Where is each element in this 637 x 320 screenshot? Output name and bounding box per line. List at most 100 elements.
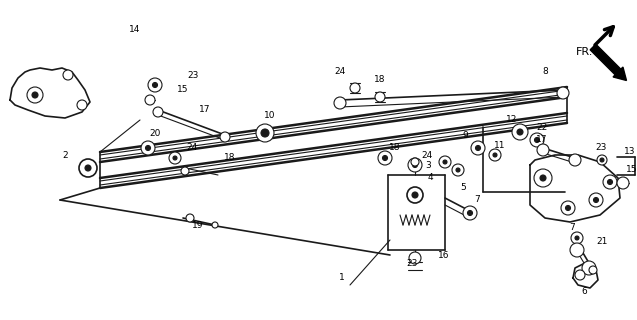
Text: 9: 9 [462,131,468,140]
Circle shape [512,124,528,140]
Text: 17: 17 [199,106,211,115]
Text: 2: 2 [62,150,68,159]
Text: 7: 7 [474,196,480,204]
Circle shape [152,83,157,87]
Circle shape [468,211,473,215]
Text: 24: 24 [187,143,197,153]
Text: 23: 23 [187,70,199,79]
Text: 16: 16 [438,252,450,260]
Circle shape [594,197,599,203]
Circle shape [561,201,575,215]
Text: 24: 24 [421,150,433,159]
Text: 18: 18 [389,143,401,153]
FancyArrow shape [590,44,626,81]
Circle shape [27,87,43,103]
Circle shape [570,243,584,257]
Circle shape [589,266,597,274]
Circle shape [334,97,346,109]
Circle shape [32,92,38,98]
Text: 14: 14 [129,26,141,35]
Circle shape [407,187,423,203]
Circle shape [375,92,385,102]
Circle shape [148,78,162,92]
Circle shape [408,158,422,172]
Circle shape [517,129,523,135]
Text: 15: 15 [626,165,637,174]
Text: 3: 3 [425,161,431,170]
Circle shape [145,146,150,150]
Circle shape [382,156,387,161]
Circle shape [413,163,417,167]
Circle shape [145,95,155,105]
Text: 19: 19 [192,221,204,230]
Circle shape [378,151,392,165]
Text: 4: 4 [427,173,433,182]
Text: 23: 23 [406,259,418,268]
Text: 1: 1 [339,274,345,283]
Text: 10: 10 [264,110,276,119]
Circle shape [212,222,218,228]
Circle shape [173,156,177,160]
Circle shape [463,206,477,220]
Circle shape [534,169,552,187]
Text: 21: 21 [596,237,608,246]
Circle shape [220,132,230,142]
Text: 18: 18 [375,76,386,84]
Circle shape [411,158,419,166]
Text: 7: 7 [569,223,575,233]
Circle shape [439,156,451,168]
Circle shape [493,153,497,157]
Circle shape [452,164,464,176]
Circle shape [566,205,571,211]
Circle shape [475,146,480,150]
Circle shape [575,236,579,240]
Text: 5: 5 [460,183,466,193]
Circle shape [603,175,617,189]
Circle shape [153,107,163,117]
Circle shape [569,154,581,166]
Circle shape [471,141,485,155]
Text: 13: 13 [624,148,636,156]
Circle shape [169,152,181,164]
Circle shape [575,270,585,280]
Text: 11: 11 [494,140,506,149]
Circle shape [63,70,73,80]
Circle shape [412,192,418,198]
Circle shape [186,214,194,222]
Circle shape [597,155,607,165]
Circle shape [571,232,583,244]
Circle shape [261,129,269,137]
Text: 8: 8 [542,68,548,76]
Circle shape [79,159,97,177]
Circle shape [409,252,421,264]
Text: 6: 6 [581,287,587,297]
Text: 18: 18 [224,154,236,163]
Circle shape [530,133,544,147]
Circle shape [608,180,613,185]
Text: 17: 17 [536,135,548,145]
Circle shape [540,175,546,181]
Circle shape [350,83,360,93]
Text: 15: 15 [177,85,189,94]
Circle shape [489,149,501,161]
Circle shape [181,167,189,175]
Text: FR.: FR. [576,47,594,57]
Circle shape [85,165,91,171]
Circle shape [77,100,87,110]
Text: 23: 23 [596,143,606,153]
Circle shape [443,160,447,164]
Circle shape [617,177,629,189]
Text: 22: 22 [536,124,548,132]
Circle shape [557,87,569,99]
Circle shape [141,141,155,155]
Text: 12: 12 [506,116,518,124]
Text: 20: 20 [149,129,161,138]
Text: 24: 24 [334,68,346,76]
Circle shape [456,168,460,172]
Circle shape [534,138,540,142]
Circle shape [582,261,596,275]
Circle shape [537,144,549,156]
Circle shape [600,158,604,162]
Circle shape [589,193,603,207]
Circle shape [256,124,274,142]
